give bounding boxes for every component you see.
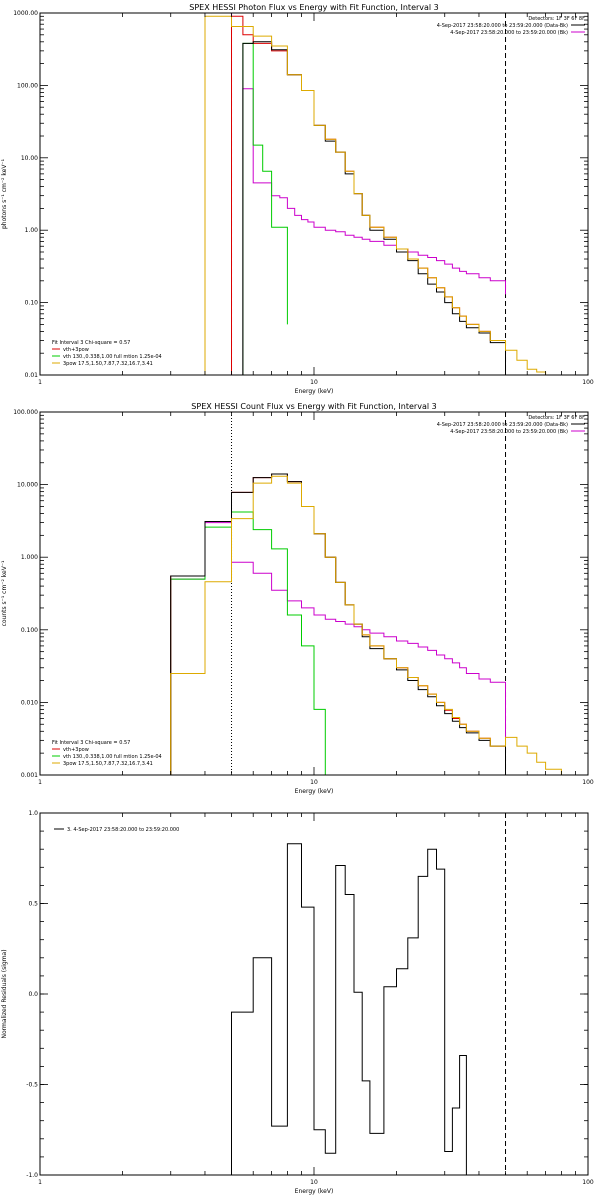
y-tick-label: 0.001 [21,772,38,779]
series-group [170,15,547,375]
chart-title: SPEX HESSI Count Flux vs Energy with Fit… [191,402,436,411]
legend-bottom-left: Fit Interval 3 Chi-square = 0.57vth+3pow… [52,340,162,367]
legend-entry: vth 130.,0.338,1.00 full mtion 1.25e-04 [63,754,162,760]
y-tick-label: -0.5 [26,1082,38,1089]
legend-top-left: 3. 4-Sep-2017 23:58:20.000 to 23:59:20.0… [54,827,179,833]
y-tick-label: 1000.00 [13,10,38,17]
series-group [231,843,506,1175]
legend-entry: 4-Sep-2017 23:58:20.000 to 23:59:20.000 … [437,23,568,29]
chart-title: SPEX HESSI Photon Flux vs Energy with Fi… [189,3,439,12]
legend-top-right: Detectors: 1F 3F 6F 8F4-Sep-2017 23:58:2… [437,16,585,36]
chart-panel-2: SPEX HESSI Count Flux vs Energy with Fit… [1,402,594,795]
x-tick-label: 1 [38,779,42,786]
chart-panel-1: SPEX HESSI Photon Flux vs Energy with Fi… [1,3,594,395]
legend-entry: 4-Sep-2017 23:58:20.000 to 23:59:20.000 … [450,30,568,36]
y-tick-label: 0.0 [28,991,38,998]
x-tick-label: 100 [582,779,594,786]
x-tick-label: 10 [310,1179,318,1186]
legend-bottom-left: Fit Interval 3 Chi-square = 0.57vth+3pow… [52,740,162,767]
x-tick-label: 1 [38,379,42,386]
y-tick-label: 1.000 [21,554,38,561]
legend-entry: 4-Sep-2017 23:58:20.000 to 23:59:20.000 … [437,422,568,428]
y-tick-label: 10.000 [17,482,38,489]
x-axis-label: Energy (keV) [295,788,334,795]
legend-entry: 3. 4-Sep-2017 23:58:20.000 to 23:59:20.0… [67,827,179,833]
series-line-3 [170,473,506,775]
legend-entry: vth 130.,0.338,1.00 full mtion 1.25e-04 [63,354,162,360]
y-axis-label: photons s⁻¹ cm⁻² keV⁻¹ [1,158,8,229]
y-tick-label: 1.0 [28,810,38,817]
series-line-1 [231,843,506,1175]
legend-entry: 3pow 17.5,1.50,7.87,7.32,16.7,3.41 [63,761,153,767]
series-line-2 [231,42,288,375]
legend-entry: vth+3pow [63,747,89,753]
y-tick-label: -1.0 [26,1172,38,1179]
x-tick-label: 10 [310,379,318,386]
y-tick-label: 100.000 [13,409,38,416]
series-group [170,473,562,775]
series-line-5 [170,475,562,775]
x-axis-label: Energy (keV) [295,1188,334,1195]
x-tick-label: 1 [38,1179,42,1186]
chart-panel-3: 1 10 100 -1.0 -0.5 0.0 0.5 1.0 Energy (keV) Norma… [1,810,594,1195]
y-tick-label: 0.100 [21,627,38,634]
x-axis-label: Energy (keV) [295,388,334,395]
x-tick-label: 100 [582,379,594,386]
x-tick-label: 10 [310,779,318,786]
legend-entry: 4-Sep-2017 23:58:20.000 to 23:59:20.000 … [450,429,568,435]
series-line-5 [170,15,547,375]
y-tick-label: 10.00 [21,155,38,162]
series-line-2 [170,511,326,775]
legend-title: Fit Interval 3 Chi-square = 0.57 [52,740,130,746]
series-line-1 [170,522,506,775]
y-tick-label: 1.00 [25,227,39,234]
y-tick-label: 0.010 [21,699,38,706]
y-axis-label: counts s⁻¹ cm⁻² keV⁻¹ [1,560,8,626]
legend-entry: 3pow 17.5,1.50,7.87,7.32,16.7,3.41 [63,361,153,367]
legend-top-right: Detectors: 1F 3F 6F 8F4-Sep-2017 23:58:2… [437,415,585,435]
series-line-4 [231,41,506,375]
y-tick-label: 0.01 [25,372,39,379]
y-tick-label: 0.10 [25,300,39,307]
x-tick-label: 100 [582,1179,594,1186]
y-tick-label: 100.00 [17,82,38,89]
y-axis-label: Normalized Residuals (sigma) [1,949,8,1038]
series-line-1 [231,88,506,375]
y-tick-label: 0.5 [28,901,38,908]
legend-entry: vth+3pow [63,347,89,353]
legend-title: Fit Interval 3 Chi-square = 0.57 [52,340,130,346]
legend-title: Detectors: 1F 3F 6F 8F [528,16,585,22]
legend-title: Detectors: 1F 3F 6F 8F [528,415,585,421]
series-line-4 [170,473,506,775]
